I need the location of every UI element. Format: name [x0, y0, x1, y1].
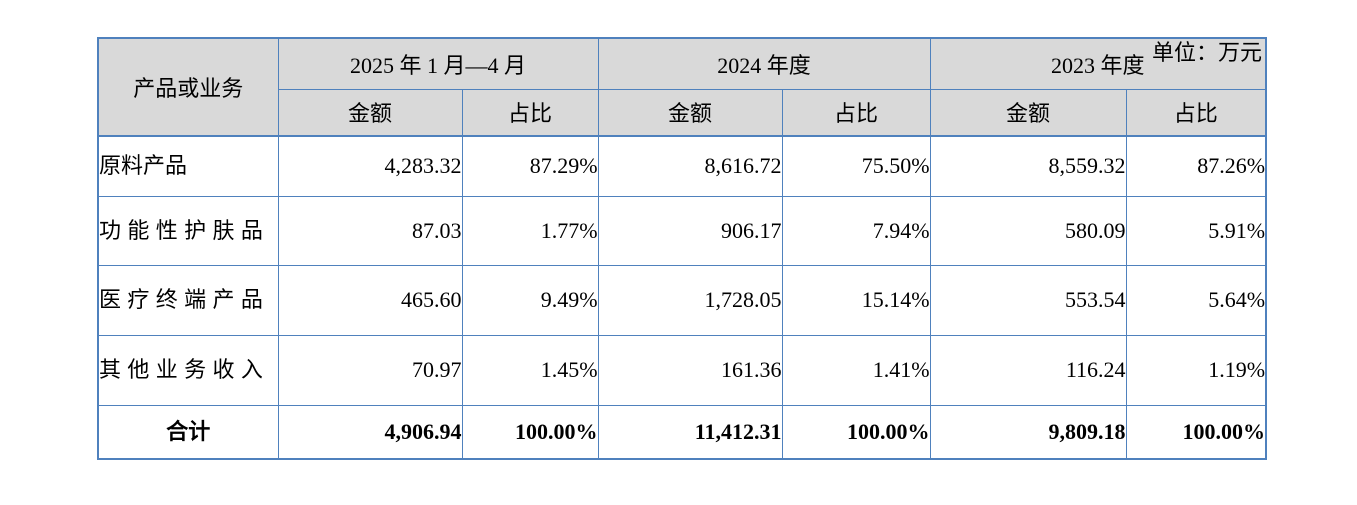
- col-header-share-2025: 占比: [461, 88, 599, 137]
- header-row-metrics: 金额 占比 金额 占比 金额 占比: [98, 88, 1267, 137]
- cell-total-amount-2024: 11,412.31: [597, 404, 783, 460]
- cell-amount-2025: 87.03: [277, 195, 463, 266]
- table-row-total: 合计 4,906.94 100.00% 11,412.31 100.00% 9,…: [97, 404, 1267, 460]
- cell-amount-2024: 906.17: [597, 195, 783, 266]
- cell-total-share-2025: 100.00%: [461, 404, 599, 460]
- row-label: 医疗终端产品: [97, 264, 279, 336]
- col-header-amount-2025: 金额: [277, 88, 463, 137]
- cell-total-amount-2025: 4,906.94: [277, 404, 463, 460]
- cell-share-2025: 87.29%: [461, 135, 599, 197]
- cell-amount-2023: 580.09: [929, 195, 1127, 266]
- table-row-functional-skincare-products: 功能性护肤品 87.03 1.77% 906.17 7.94% 580.09 5…: [97, 195, 1267, 266]
- cell-share-2025: 9.49%: [461, 264, 599, 336]
- table-row-medical-terminal-products: 医疗终端产品 465.60 9.49% 1,728.05 15.14% 553.…: [97, 264, 1267, 336]
- cell-share-2023: 87.26%: [1125, 135, 1267, 197]
- row-label-total: 合计: [97, 404, 279, 460]
- cell-amount-2023: 116.24: [929, 334, 1127, 406]
- col-header-amount-2023: 金额: [929, 88, 1127, 137]
- cell-amount-2025: 465.60: [277, 264, 463, 336]
- col-group-2024: 2024 年度: [597, 37, 931, 90]
- header-row-periods: 产品或业务 2025 年 1 月—4 月 2024 年度 2023 年度: [97, 37, 1267, 137]
- cell-share-2024: 1.41%: [781, 334, 931, 406]
- cell-total-share-2023: 100.00%: [1125, 404, 1267, 460]
- table-row-other-business-income: 其他业务收入 70.97 1.45% 161.36 1.41% 116.24 1…: [97, 334, 1267, 406]
- cell-amount-2024: 8,616.72: [597, 135, 783, 197]
- cell-share-2023: 1.19%: [1125, 334, 1267, 406]
- cell-share-2024: 75.50%: [781, 135, 931, 197]
- col-group-2023: 2023 年度: [929, 37, 1267, 90]
- cell-total-share-2024: 100.00%: [781, 404, 931, 460]
- col-header-amount-2024: 金额: [597, 88, 783, 137]
- row-label: 其他业务收入: [97, 334, 279, 406]
- cell-amount-2025: 70.97: [277, 334, 463, 406]
- cell-share-2024: 15.14%: [781, 264, 931, 336]
- col-group-2025-jan-apr: 2025 年 1 月—4 月: [277, 37, 599, 90]
- col-header-share-2024: 占比: [781, 88, 931, 137]
- row-label: 功能性护肤品: [97, 195, 279, 266]
- cell-amount-2024: 1,728.05: [597, 264, 783, 336]
- cell-share-2023: 5.64%: [1125, 264, 1267, 336]
- unit-label: 单位：万元: [1151, 40, 1262, 65]
- cell-share-2023: 5.91%: [1125, 195, 1267, 266]
- col-header-share-2023: 占比: [1125, 88, 1267, 137]
- cell-amount-2023: 553.54: [929, 264, 1127, 336]
- row-label: 原料产品: [97, 135, 279, 197]
- cell-total-amount-2023: 9,809.18: [929, 404, 1127, 460]
- cell-share-2025: 1.45%: [461, 334, 599, 406]
- col-header-product-or-business: 产品或业务: [97, 37, 279, 137]
- revenue-breakdown-table: 产品或业务 2025 年 1 月—4 月 2024 年度 2023 年度 金额 …: [97, 37, 1268, 460]
- cell-share-2025: 1.77%: [461, 195, 599, 266]
- table-row-raw-material-products: 原料产品 4,283.32 87.29% 8,616.72 75.50% 8,5…: [97, 135, 1267, 197]
- cell-amount-2025: 4,283.32: [277, 135, 463, 197]
- cell-amount-2024: 161.36: [597, 334, 783, 406]
- cell-share-2024: 7.94%: [781, 195, 931, 266]
- cell-amount-2023: 8,559.32: [929, 135, 1127, 197]
